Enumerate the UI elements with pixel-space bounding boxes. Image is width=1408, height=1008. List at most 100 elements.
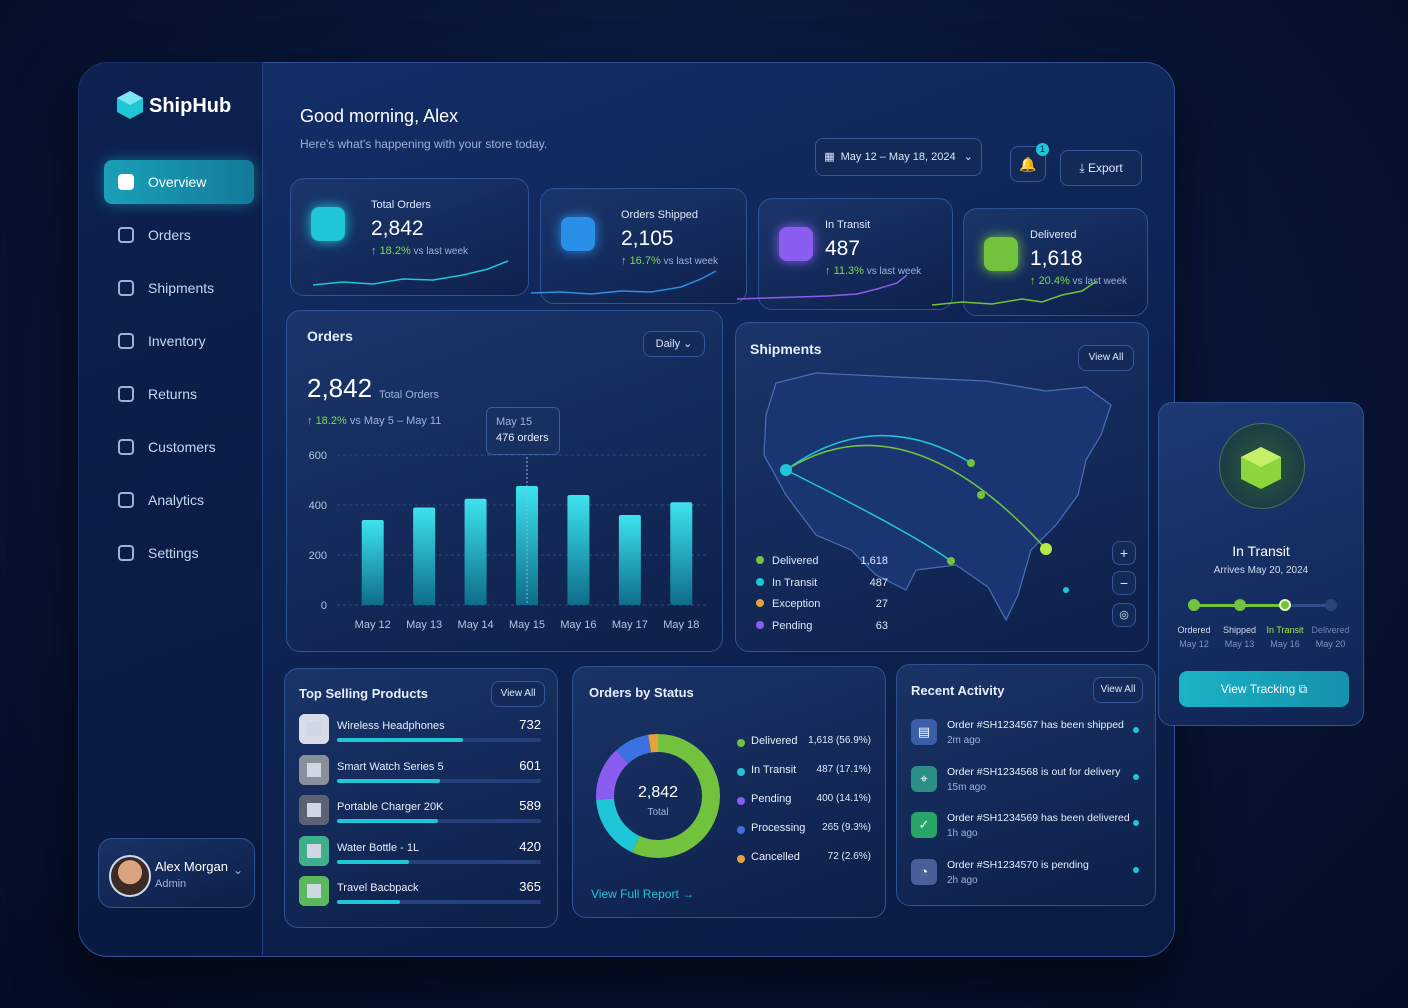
nav-item[interactable]: Inventory [104,319,254,363]
nav-label: Analytics [148,492,205,508]
legend-name: Delivered [772,555,819,567]
status-name: Delivered [751,735,798,747]
nav-item[interactable]: Orders [104,213,254,257]
sparkline-path [313,260,509,286]
nav-label: Customers [148,439,216,455]
activity-icon: ◔ [911,858,937,885]
view-all[interactable]: View All [1093,677,1143,703]
legend-value: 63 [875,619,888,632]
kpi-value: 2,842 [371,217,424,240]
legend-item: Exception 27 [756,598,888,610]
product-track [337,900,541,904]
kpi-value: 1,618 [1030,247,1083,270]
product-value: 420 [519,838,541,854]
kpi-compare: vs last week [413,246,469,257]
kpi-compare: vs last week [866,266,922,277]
date-picker[interactable]: ▦ May 12 – May 18, 2024 ⌄ [815,138,982,176]
period-select[interactable]: Daily ⌄ [643,331,705,357]
legend-dot [756,599,764,607]
y-tick-label: 200 [309,550,327,562]
status-dot [737,826,745,834]
full-report-label: View Full Report [591,887,679,901]
status-name: Pending [751,793,792,805]
x-tick-label: May 13 [406,619,442,631]
notifications-button[interactable]: 🔔 1 [1010,143,1049,182]
greeting: Good morning, Alex [300,106,459,126]
donut-segment [596,750,629,800]
avatar [109,855,151,897]
zoom-in[interactable]: + [1112,541,1136,565]
status-dot [737,797,745,805]
nav-icon [118,333,134,349]
activity-text: Order #SH1234568 is out for delivery [947,765,1121,778]
tracking-card: In Transit Arrives May 20, 2024 View Tra… [1158,402,1364,726]
locate[interactable]: ◎ [1112,603,1136,627]
recent-activity-card: Recent Activity View All ▤ Order #SH12345… [896,664,1156,906]
nav-item[interactable]: Returns [104,372,254,416]
orders-total-label: Total Orders [379,389,439,401]
x-tick-label: May 15 [509,619,545,631]
nav-icon [118,386,134,402]
step-dot [1188,599,1200,611]
orders-change: ↑ 18.2% vs May 5 – May 11 [307,415,442,427]
export-button[interactable]: ⤓ Export [1060,150,1142,186]
activity-text: Order #SH1234570 is pending [947,858,1089,871]
activity-icon: ▤ [911,719,937,745]
nav-item[interactable]: Customers [104,425,254,469]
chart-tooltip: May 15 476 orders [486,407,560,455]
donut-segment [631,734,720,858]
kpi-change-number: 20.4% [1038,275,1070,287]
product-track [337,819,541,823]
nav-item[interactable]: Settings [104,531,254,575]
nav-item[interactable]: Shipments [104,266,254,310]
nav-label: Settings [148,545,199,561]
kpi-icon [984,237,1018,271]
unread-dot [1133,773,1139,780]
product-name: Wireless Headphones [337,720,445,732]
sparkline [737,274,908,300]
kpi-label: Orders Shipped [621,209,699,221]
orders-card: Orders Daily ⌄ 2,842 Total Orders ↑ 18.2… [286,310,723,652]
user-card[interactable]: Alex Morgan Admin ⌄ [98,838,255,908]
user-role: Admin [155,878,187,890]
map-point [1063,587,1069,593]
us-map [763,372,1112,622]
zoom-out[interactable]: − [1112,571,1136,595]
nav-item[interactable]: Analytics [104,478,254,522]
donut-segment [648,734,658,753]
shipments-title: Shipments [750,341,822,357]
sparkline-path [737,274,908,300]
legend-value: 487 [869,576,888,589]
brand-name: ShipHub [149,95,232,117]
orders-total: 2,842 [307,373,373,403]
kpi-value: 2,105 [621,227,674,250]
kpi-label: Delivered [1030,229,1077,241]
kpi-change-value: ↑ 16.7% [621,255,661,267]
notification-badge: 1 [1036,143,1049,156]
kpi-change: ↑ 20.4% vs last week [1030,275,1127,287]
view-all[interactable]: View All [1078,345,1134,371]
view-tracking-button[interactable]: View Tracking ⧉ [1179,671,1349,707]
kpi-change-value: ↑ 11.3% [825,265,864,277]
kpi-change-number: 18.2% [379,245,411,257]
view-all[interactable]: View All [491,681,545,707]
legend-dot [756,577,764,586]
full-report-link[interactable]: View Full Report → [591,887,695,901]
route [785,444,1047,550]
status-value: 487 (17.1%) [816,764,871,775]
activity-text: Order #SH1234569 has been delivered [947,812,1130,824]
nav-item[interactable]: Overview [104,160,254,204]
route [785,434,972,471]
x-tick-label: May 18 [663,619,699,631]
legend-dot [756,620,764,629]
product-bar [337,859,410,864]
bar [567,495,590,605]
legend-name: In Transit [772,576,818,589]
step-date: May 12 [1179,639,1209,649]
orders-change-value: 18.2% [315,415,347,427]
kpi-change-number: 11.3% [833,265,864,277]
package-icon [1241,447,1281,489]
kpi-change-value: ↑ 18.2% [371,245,411,257]
activity-time: 15m ago [947,781,986,793]
